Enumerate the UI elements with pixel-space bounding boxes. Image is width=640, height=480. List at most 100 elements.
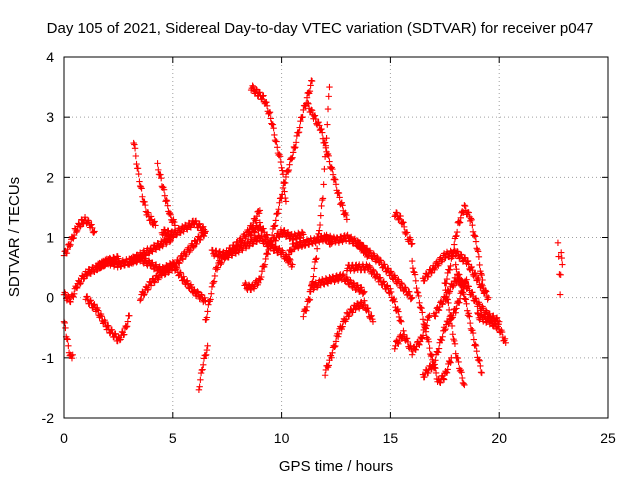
data-point <box>477 369 485 376</box>
data-point <box>265 246 272 254</box>
data-point <box>76 223 84 231</box>
data-point <box>463 300 470 308</box>
data-point <box>361 288 368 295</box>
data-point <box>305 295 312 303</box>
data-point <box>304 99 311 107</box>
data-point <box>368 312 375 319</box>
data-point <box>305 100 312 108</box>
data-point <box>81 213 89 221</box>
data-point <box>478 369 485 377</box>
data-point <box>554 239 562 247</box>
y-tick-label: -1 <box>42 350 55 366</box>
data-point <box>342 211 350 219</box>
data-point <box>449 283 456 291</box>
data-point <box>430 265 438 272</box>
data-point <box>65 342 72 349</box>
data-point <box>300 231 307 238</box>
data-point <box>419 332 427 339</box>
data-point <box>286 161 293 168</box>
data-point <box>305 89 312 96</box>
data-point <box>210 278 218 285</box>
data-point <box>136 297 144 304</box>
data-point <box>144 209 152 216</box>
data-point <box>258 267 266 275</box>
data-point <box>313 284 321 291</box>
data-point <box>381 261 388 268</box>
data-point <box>360 289 367 296</box>
data-point <box>266 109 274 116</box>
data-point <box>180 273 187 280</box>
data-point <box>387 285 394 292</box>
data-point <box>350 280 358 287</box>
data-point <box>321 165 328 173</box>
data-point <box>474 309 481 317</box>
data-point <box>465 283 472 290</box>
data-point <box>452 233 459 240</box>
data-point <box>268 231 276 239</box>
data-point <box>408 257 416 265</box>
data-point <box>444 296 451 303</box>
data-point <box>155 166 162 174</box>
data-point <box>139 193 146 200</box>
data-point <box>67 298 74 306</box>
data-point <box>469 329 477 337</box>
data-point <box>314 282 322 290</box>
data-point <box>73 228 80 236</box>
data-point <box>285 166 293 174</box>
data-point <box>452 350 459 357</box>
x-tick-label: 0 <box>60 430 68 446</box>
data-point <box>147 282 155 289</box>
data-point <box>84 272 91 279</box>
data-point <box>358 298 365 306</box>
data-point <box>387 269 394 276</box>
data-point <box>151 218 158 225</box>
data-point <box>147 217 154 224</box>
data-point <box>377 257 385 264</box>
data-point <box>124 318 132 325</box>
data-point <box>397 212 404 220</box>
data-point <box>196 220 203 227</box>
data-point <box>307 82 314 89</box>
data-point <box>461 254 469 261</box>
data-point <box>169 217 176 225</box>
data-point <box>456 367 464 375</box>
data-point <box>134 165 142 172</box>
data-point <box>321 153 329 160</box>
series-arc-32 <box>441 279 468 389</box>
data-point <box>456 219 463 227</box>
data-point <box>329 171 337 178</box>
data-point <box>208 290 215 297</box>
data-point <box>337 200 345 207</box>
data-point <box>311 265 318 272</box>
data-point <box>289 154 296 161</box>
data-point <box>427 352 435 360</box>
data-point <box>416 341 423 348</box>
series-arc-04 <box>82 293 133 345</box>
data-point <box>422 321 429 329</box>
data-point <box>414 288 421 296</box>
data-point <box>451 337 458 345</box>
data-point <box>453 228 461 236</box>
data-point <box>121 261 129 269</box>
data-point <box>150 265 158 273</box>
data-point <box>476 261 483 269</box>
data-point <box>169 234 176 241</box>
data-point <box>201 294 208 301</box>
data-point <box>455 218 462 225</box>
data-point <box>424 273 432 281</box>
data-point <box>402 230 409 237</box>
data-point <box>325 362 332 369</box>
data-point <box>454 272 462 279</box>
data-point <box>498 328 506 336</box>
y-tick-label: 3 <box>46 109 54 125</box>
data-point <box>468 263 475 271</box>
data-point <box>173 264 181 272</box>
data-point <box>211 272 219 280</box>
data-point <box>313 245 321 252</box>
data-point <box>112 330 119 337</box>
data-point <box>455 358 462 366</box>
data-point <box>131 141 138 148</box>
data-point <box>189 244 197 251</box>
data-point <box>441 279 448 287</box>
data-point <box>163 196 170 204</box>
